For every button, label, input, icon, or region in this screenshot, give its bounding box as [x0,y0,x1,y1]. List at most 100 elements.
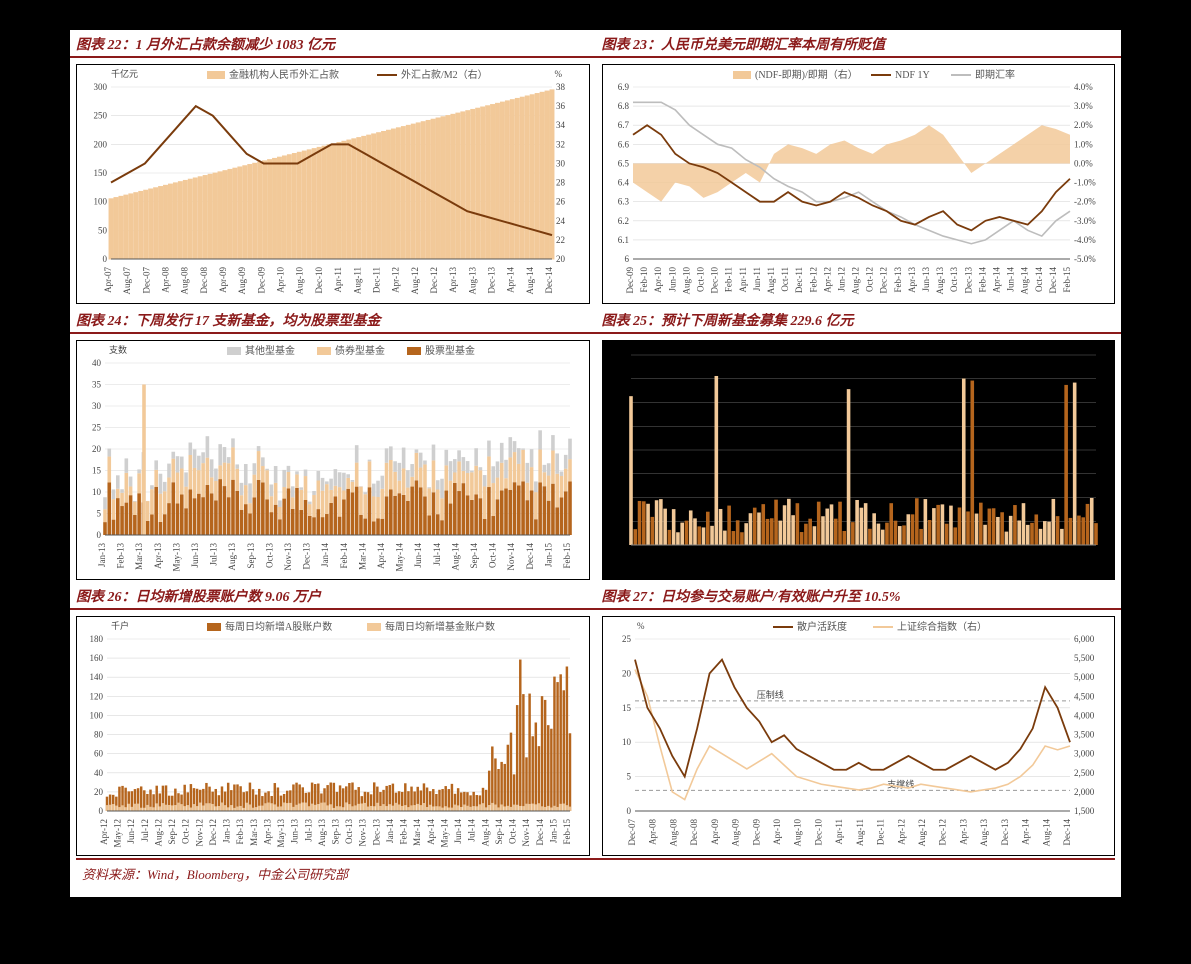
svg-text:Dec-11: Dec-11 [794,267,804,293]
svg-text:外汇占款/M2（右）: 外汇占款/M2（右） [401,68,488,81]
svg-text:Apr-13: Apr-13 [958,819,968,845]
svg-text:Apr-08: Apr-08 [161,267,171,293]
svg-text:Mar-14: Mar-14 [412,819,422,846]
svg-text:Aug-14: Aug-14 [450,543,460,571]
svg-text:Dec-09: Dec-09 [751,819,761,846]
svg-text:Aug-14: Aug-14 [525,267,535,295]
svg-text:6: 6 [624,254,629,264]
svg-text:4,500: 4,500 [1074,691,1095,701]
svg-text:Dec-13: Dec-13 [486,267,496,294]
svg-text:Aug-11: Aug-11 [854,819,864,846]
svg-text:10: 10 [92,487,102,497]
svg-text:5,500: 5,500 [1074,653,1095,663]
svg-text:Apr-07: Apr-07 [103,267,113,293]
svg-text:Apr-12: Apr-12 [99,819,109,845]
svg-text:180: 180 [90,634,104,644]
svg-text:0: 0 [626,806,631,816]
svg-text:Dec-11: Dec-11 [371,267,381,293]
svg-text:%: % [555,69,563,79]
svg-text:Aug-09: Aug-09 [237,267,247,295]
svg-text:Aug-14: Aug-14 [1019,267,1029,295]
svg-text:Aug-14: Aug-14 [1041,819,1051,847]
svg-text:38: 38 [556,82,566,92]
svg-text:Jun-12: Jun-12 [126,819,136,844]
svg-text:May-13: May-13 [276,819,286,848]
svg-text:Apr-13: Apr-13 [153,543,163,569]
svg-text:Feb-13: Feb-13 [892,267,902,293]
svg-text:Mar-14: Mar-14 [357,543,367,570]
svg-text:Nov-12: Nov-12 [194,819,204,847]
svg-text:Aug-13: Aug-13 [935,267,945,295]
svg-text:Sep-14: Sep-14 [494,819,504,845]
svg-text:Jan-13: Jan-13 [222,819,232,843]
svg-text:NDF 1Y: NDF 1Y [895,70,930,81]
svg-text:Sep-12: Sep-12 [167,819,177,845]
svg-text:Apr-14: Apr-14 [506,267,516,293]
svg-text:40: 40 [94,768,104,778]
svg-text:Dec-10: Dec-10 [709,267,719,294]
svg-text:Apr-10: Apr-10 [653,267,663,293]
svg-text:30: 30 [556,158,566,168]
svg-text:股票型基金: 股票型基金 [425,344,475,357]
svg-text:4.0%: 4.0% [1074,82,1093,92]
svg-text:Aug-10: Aug-10 [681,267,691,295]
svg-text:Dec-14: Dec-14 [535,819,545,846]
svg-text:0.0%: 0.0% [1074,158,1093,168]
svg-text:Oct-13: Oct-13 [264,543,274,568]
svg-text:6.6: 6.6 [617,139,629,149]
svg-text:5,000: 5,000 [1074,672,1095,682]
svg-text:Dec-09: Dec-09 [625,267,635,294]
svg-text:6.1: 6.1 [617,235,628,245]
svg-text:300: 300 [94,82,108,92]
svg-text:Dec-09: Dec-09 [256,267,266,294]
svg-text:Jun-12: Jun-12 [836,267,846,292]
svg-text:Feb-14: Feb-14 [339,543,349,569]
svg-text:0: 0 [97,530,102,540]
svg-text:26: 26 [556,197,566,207]
svg-text:5: 5 [626,772,631,782]
svg-text:Jan-15: Jan-15 [548,819,558,843]
chart-27-title: 图表 27：日均参与交易账户/有效账户升至 10.5% [596,582,1122,610]
svg-text:Apr-08: Apr-08 [647,819,657,845]
svg-text:Apr-12: Apr-12 [822,267,832,293]
svg-text:Apr-13: Apr-13 [906,267,916,293]
svg-text:10: 10 [622,737,632,747]
svg-text:Aug-12: Aug-12 [153,819,163,847]
svg-text:Dec-14: Dec-14 [1047,267,1057,294]
chart-24: 图表 24：下周发行 17 支新基金，均为股票型基金 0510152025303… [70,306,596,582]
svg-text:15: 15 [622,703,632,713]
svg-text:22: 22 [556,235,565,245]
svg-text:Jul-13: Jul-13 [303,819,313,842]
svg-text:Dec-07: Dec-07 [627,819,637,846]
chart-23-title: 图表 23：人民币兑美元即期汇率本周有所贬值 [596,30,1122,58]
svg-text:Feb-12: Feb-12 [808,267,818,293]
svg-text:Dec-08: Dec-08 [689,819,699,846]
svg-text:24: 24 [556,216,566,226]
svg-text:Jan-15: Jan-15 [543,543,553,567]
svg-text:-1.0%: -1.0% [1074,178,1096,188]
svg-text:散户活跃度: 散户活跃度 [797,620,847,633]
svg-text:Apr-11: Apr-11 [737,267,747,292]
svg-text:%: % [637,621,645,631]
svg-text:Feb-14: Feb-14 [977,267,987,293]
svg-text:Aug-13: Aug-13 [467,267,477,295]
svg-text:Dec-10: Dec-10 [813,819,823,846]
svg-text:Aug-12: Aug-12 [917,819,927,847]
svg-text:36: 36 [556,101,566,111]
svg-text:Dec-14: Dec-14 [525,543,535,570]
svg-text:6,000: 6,000 [1074,634,1095,644]
svg-text:Apr-09: Apr-09 [709,819,719,845]
svg-text:Jun-14: Jun-14 [453,819,463,844]
svg-text:5: 5 [97,509,102,519]
svg-text:(NDF-即期)/即期（右）: (NDF-即期)/即期（右） [755,68,858,81]
svg-text:Aug-12: Aug-12 [850,267,860,295]
svg-text:Aug-13: Aug-13 [317,819,327,847]
svg-text:May-13: May-13 [171,543,181,572]
svg-text:32: 32 [556,139,565,149]
svg-text:3,000: 3,000 [1074,749,1095,759]
svg-text:Apr-10: Apr-10 [772,819,782,845]
svg-text:Apr-13: Apr-13 [262,819,272,845]
svg-text:Aug-14: Aug-14 [480,819,490,847]
svg-text:40: 40 [92,358,102,368]
svg-text:6.9: 6.9 [617,82,629,92]
